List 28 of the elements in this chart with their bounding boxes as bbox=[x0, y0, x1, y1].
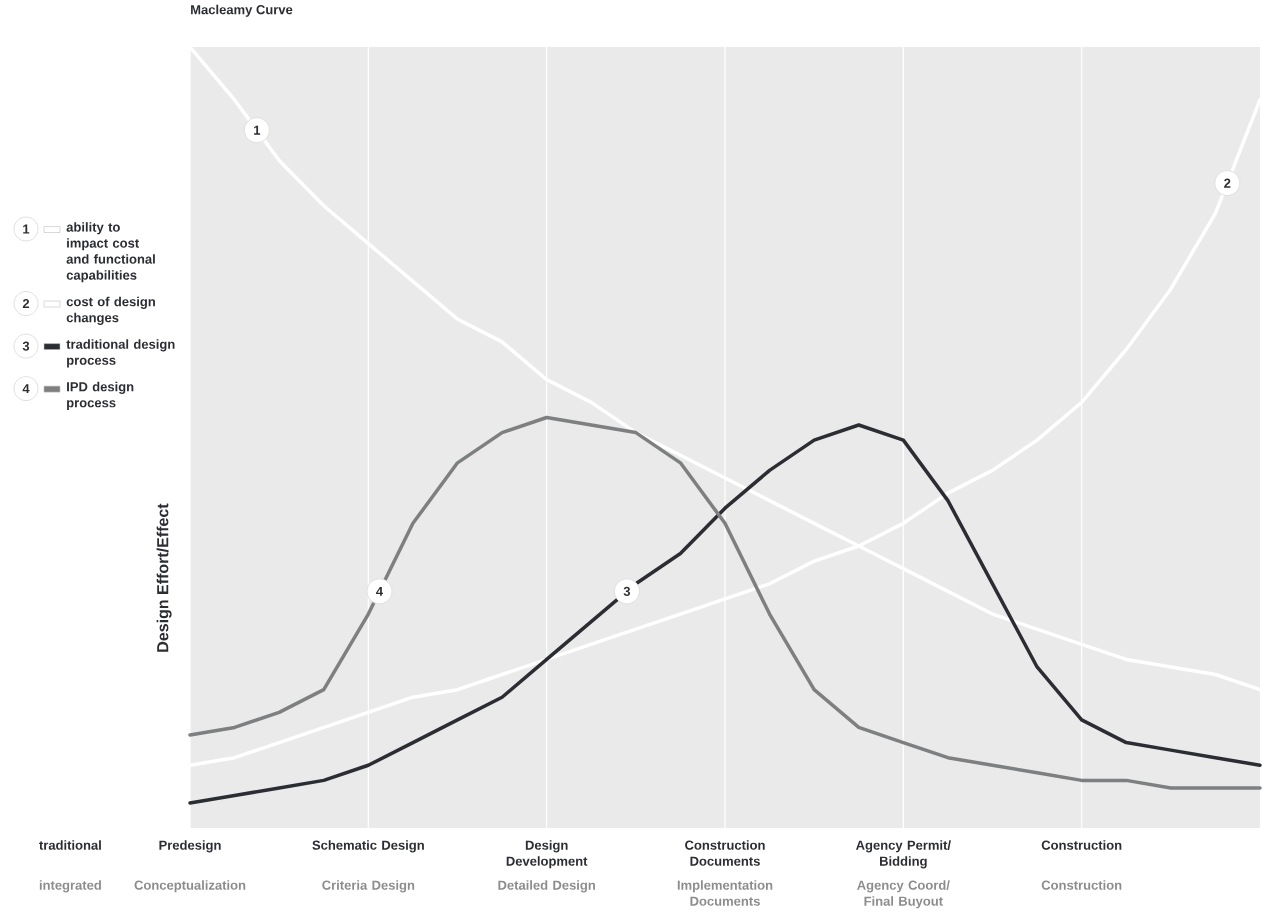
x-tick-label: Design Development bbox=[506, 840, 588, 869]
x-tick-label: Schematic Design bbox=[312, 840, 424, 853]
annotation: 3 bbox=[623, 586, 631, 596]
text: Conceptualization bbox=[134, 880, 246, 893]
y-axis-title: Design Effort/Effect bbox=[156, 503, 172, 652]
text: 4 bbox=[22, 384, 30, 394]
text: Detailed Design bbox=[498, 880, 595, 893]
x-tick-label: Predesign bbox=[159, 840, 221, 853]
text: 3 bbox=[22, 341, 30, 351]
text: integrated bbox=[39, 880, 101, 893]
legend-label: traditional design process bbox=[66, 339, 175, 368]
annotation: 2 bbox=[1224, 178, 1231, 188]
text: 1 bbox=[23, 224, 30, 234]
legend-label: IPD design process bbox=[67, 381, 134, 410]
legend-label: cost of design changes bbox=[66, 296, 155, 325]
annotation: 1 bbox=[254, 125, 261, 135]
annotation: 4 bbox=[376, 586, 384, 596]
x-tick-label: Construction Documents bbox=[685, 840, 765, 866]
text: Implementation Documents bbox=[677, 880, 773, 906]
text: Construction bbox=[1041, 880, 1122, 890]
text: Agency Coord/ Final Buyout bbox=[857, 880, 950, 909]
chart-title: Macleamy Curve bbox=[191, 4, 293, 17]
x-tick-label: Construction bbox=[1041, 840, 1122, 850]
text: 2 bbox=[22, 298, 30, 309]
text: traditional bbox=[39, 840, 101, 850]
text: Criteria Design bbox=[322, 880, 415, 893]
x-tick-label: Agency Permit/ Bidding bbox=[855, 840, 951, 869]
legend-label: ability to impact cost and functional capabilities bbox=[66, 222, 155, 283]
